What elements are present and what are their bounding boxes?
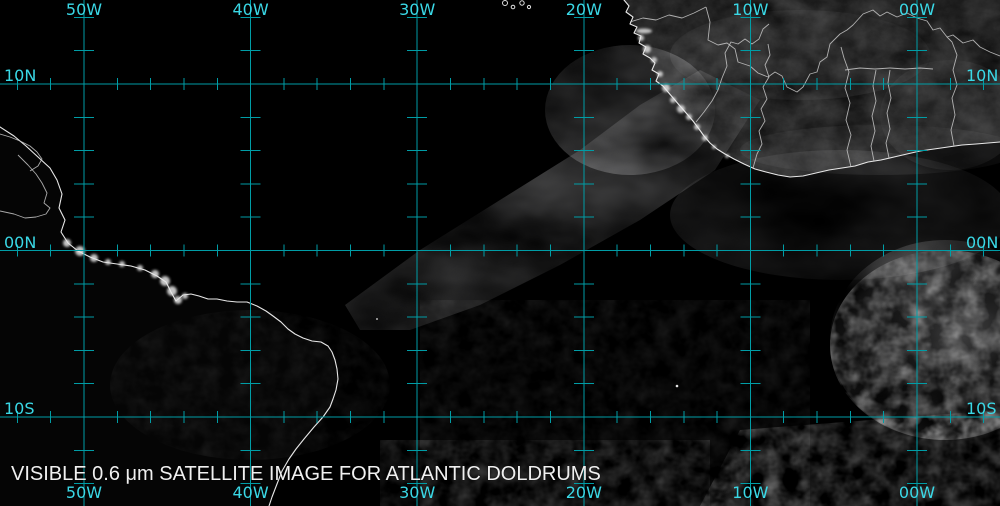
- border-ghana-burkina: [844, 67, 934, 71]
- border-ghana-togo: [870, 69, 877, 162]
- border-benin-nigeria: [946, 36, 958, 147]
- cloud-haze-gulf-of-guinea-coast: [740, 125, 1000, 175]
- caption-block: VISIBLE 0.6 μm SATELLITE IMAGE FOR ATLAN…: [11, 421, 601, 506]
- border-mali-burkina-niger: [705, 6, 1000, 93]
- cloud-field-guinea-offshore: [545, 45, 715, 175]
- border-french-guiana-brazil: [0, 154, 51, 219]
- cloud-speck-south: [675, 384, 679, 388]
- cloud-blobs-amazon-delta: [63, 239, 188, 304]
- border-togo-benin: [885, 69, 892, 159]
- cape-verde-islands: [502, 0, 532, 10]
- coastline-south-america: [0, 126, 339, 506]
- cloud-blobs-guinea-coast: [636, 28, 729, 158]
- cloud-speck-west: [376, 318, 378, 320]
- cloud-field-bottom-center: [380, 440, 710, 506]
- caption-title: VISIBLE 0.6 μm SATELLITE IMAGE FOR ATLAN…: [11, 463, 601, 485]
- border-guinea-interior: [695, 23, 770, 123]
- border-ivory-coast-ghana: [840, 46, 852, 168]
- border-guyana-suriname: [0, 133, 43, 172]
- cloud-field-southeast-cumulus: [830, 250, 1000, 440]
- border-liberia-ivory-coast: [752, 43, 771, 169]
- cloud-field-brazil-interior: [110, 310, 390, 460]
- border-senegal-mali: [629, 6, 707, 23]
- cloud-haze-sahel-west: [670, 10, 930, 100]
